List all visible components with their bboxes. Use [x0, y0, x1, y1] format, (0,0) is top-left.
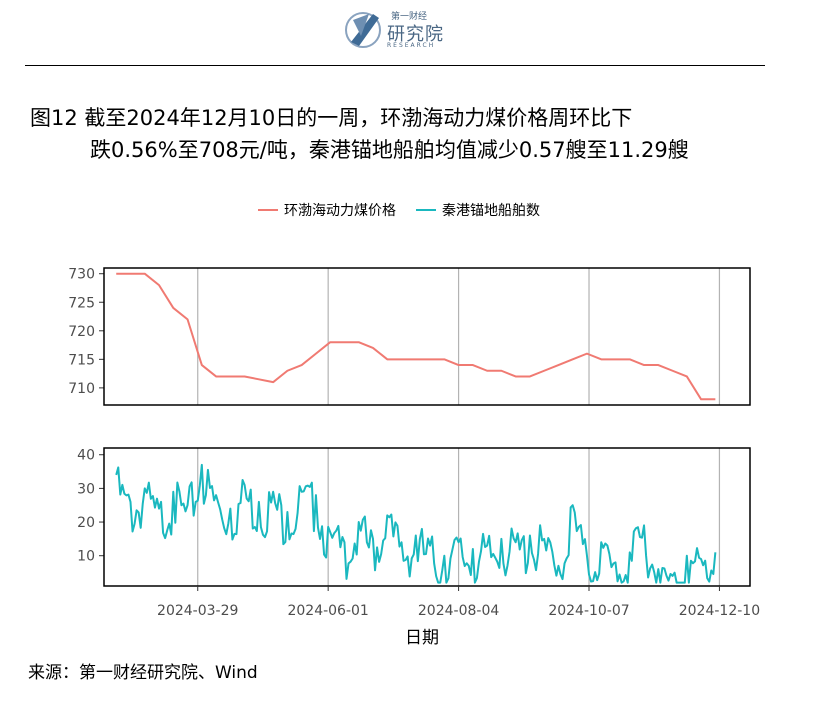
- chart-legend: 环渤海动力煤价格 秦港锚地船舶数: [258, 200, 540, 220]
- brand-logo: 第一财经 研究院 RESEARCH: [343, 6, 453, 56]
- panel-frame-1: [103, 447, 751, 587]
- y-tick-label-0-4: 730: [68, 267, 95, 283]
- title-line-2: 跌0.56%至708元/吨，秦港锚地船舶均值减少0.57艘至11.29艘: [90, 138, 689, 162]
- logo-top-text: 第一财经: [391, 12, 428, 22]
- y-tick-label-0-2: 720: [68, 324, 95, 340]
- x-tick-label-0: 2024-03-29: [157, 603, 238, 619]
- legend-swatch-price: [258, 209, 278, 211]
- legend-item-price: 环渤海动力煤价格: [258, 200, 396, 220]
- y-tick-label-0-1: 715: [68, 352, 95, 368]
- logo-icon: [345, 12, 381, 48]
- header-divider: [25, 65, 765, 66]
- x-tick-label-2: 2024-08-04: [418, 603, 499, 619]
- panel-frame-0: [103, 267, 751, 406]
- y-tick-label-0-3: 725: [68, 295, 95, 311]
- legend-label-ships: 秦港锚地船舶数: [442, 203, 540, 219]
- title-line-1: 图12 截至2024年12月10日的一周，环渤海动力煤价格周环比下: [30, 106, 633, 130]
- logo-name: 研究院: [387, 24, 444, 45]
- y-tick-label-1-0: 10: [77, 549, 95, 565]
- x-tick-label-1: 2024-06-01: [287, 603, 368, 619]
- series-line-0: [116, 272, 716, 401]
- y-tick-label-1-3: 40: [77, 448, 95, 464]
- y-tick-label-0-0: 710: [68, 381, 95, 397]
- logo-en: RESEARCH: [387, 42, 436, 49]
- legend-label-price: 环渤海动力煤价格: [284, 203, 396, 219]
- source-note: 来源：第一财经研究院、Wind: [28, 663, 258, 683]
- series-line-1: [115, 463, 717, 584]
- y-tick-label-1-1: 20: [77, 515, 95, 531]
- legend-swatch-ships: [416, 209, 436, 211]
- legend-item-ships: 秦港锚地船舶数: [416, 200, 540, 220]
- x-tick-label-3: 2024-10-07: [548, 603, 629, 619]
- x-axis-title: 日期: [405, 628, 439, 648]
- y-tick-label-1-2: 30: [77, 481, 95, 497]
- figure-title: 图12 截至2024年12月10日的一周，环渤海动力煤价格周环比下 跌0.56%…: [30, 102, 689, 166]
- x-tick-label-4: 2024-12-10: [679, 603, 760, 619]
